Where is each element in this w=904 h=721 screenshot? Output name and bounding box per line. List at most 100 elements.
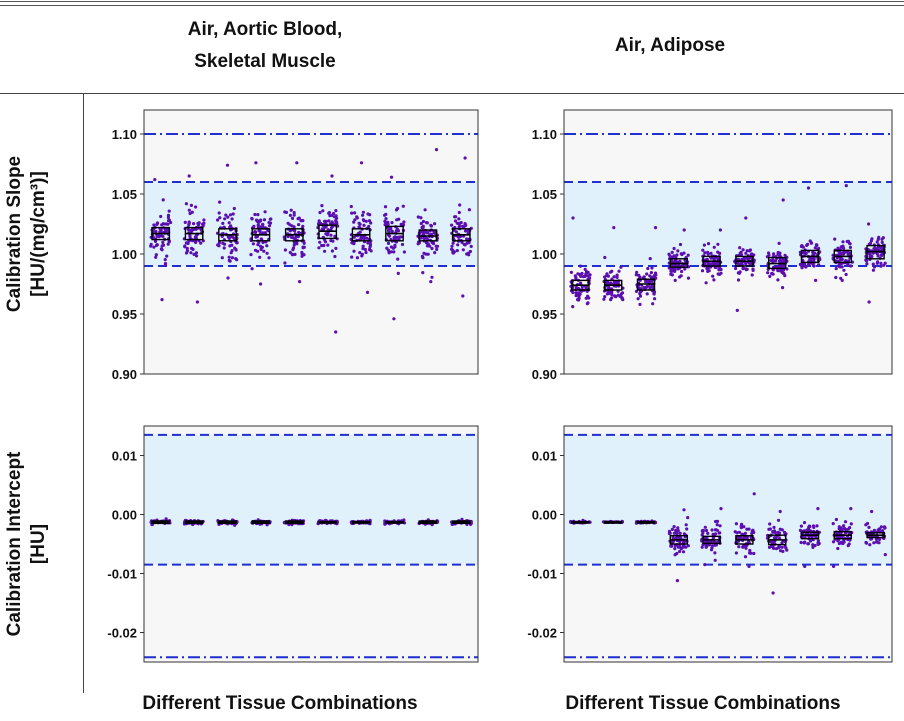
data-point xyxy=(844,184,848,188)
data-point xyxy=(648,274,652,278)
data-point xyxy=(686,516,690,520)
data-point xyxy=(879,264,883,268)
data-point xyxy=(748,249,752,253)
data-point xyxy=(783,544,787,548)
data-point xyxy=(838,251,842,255)
data-point xyxy=(704,281,708,285)
data-point xyxy=(718,251,722,255)
data-point xyxy=(165,254,169,258)
data-point xyxy=(450,244,454,248)
data-point xyxy=(638,275,642,279)
data-point xyxy=(875,540,879,544)
data-point xyxy=(843,520,848,524)
data-point xyxy=(364,250,368,255)
data-point xyxy=(848,245,852,249)
y-tick-label: -0.02 xyxy=(107,626,137,641)
data-point xyxy=(263,231,267,235)
data-point xyxy=(187,174,191,178)
data-point xyxy=(869,255,873,259)
data-point xyxy=(227,258,231,263)
data-point xyxy=(261,240,265,245)
data-point xyxy=(189,251,193,255)
y-tick-label: 0.01 xyxy=(532,449,557,464)
data-point xyxy=(766,271,770,275)
data-point xyxy=(741,545,745,549)
data-point xyxy=(218,216,222,220)
data-point xyxy=(392,250,396,254)
data-point xyxy=(849,507,853,511)
data-point xyxy=(365,290,370,294)
data-point xyxy=(467,208,471,212)
data-point xyxy=(677,264,681,268)
data-point xyxy=(187,223,191,227)
data-point xyxy=(718,524,722,528)
y-tick-label: 0.00 xyxy=(532,508,557,523)
data-point xyxy=(390,229,394,233)
data-point xyxy=(682,251,686,255)
data-point xyxy=(680,269,684,274)
data-point xyxy=(880,247,884,251)
data-point xyxy=(250,267,254,271)
data-point xyxy=(187,208,191,212)
data-point xyxy=(426,242,430,246)
data-point xyxy=(396,206,400,211)
data-point xyxy=(163,261,168,266)
data-point xyxy=(283,248,287,252)
data-point xyxy=(799,540,803,545)
data-point xyxy=(669,267,673,271)
data-point xyxy=(576,291,580,295)
data-point xyxy=(222,225,226,229)
data-point xyxy=(608,270,613,274)
data-point xyxy=(326,243,330,247)
data-point xyxy=(580,285,584,289)
y-tick-label: 1.00 xyxy=(112,247,137,262)
data-point xyxy=(152,245,156,249)
data-point xyxy=(839,257,844,261)
data-point xyxy=(772,529,777,533)
data-point xyxy=(391,246,395,250)
data-point xyxy=(386,222,390,226)
data-point xyxy=(155,222,159,226)
data-point xyxy=(430,246,434,251)
y-tick-label: 0.90 xyxy=(532,367,557,380)
data-point xyxy=(230,256,234,260)
data-point xyxy=(808,524,812,529)
data-point xyxy=(876,260,880,264)
data-point xyxy=(167,240,171,244)
data-point xyxy=(772,525,776,529)
data-point xyxy=(638,292,642,296)
data-point xyxy=(673,267,677,271)
data-point xyxy=(752,530,756,534)
data-point xyxy=(682,540,686,544)
y-tick-label: -0.01 xyxy=(527,567,557,582)
data-point xyxy=(329,233,333,237)
data-point xyxy=(706,269,710,273)
data-point xyxy=(352,220,356,224)
data-point xyxy=(289,208,293,212)
data-point xyxy=(778,527,782,531)
data-point xyxy=(781,198,785,202)
data-point xyxy=(700,545,704,549)
data-point xyxy=(254,235,258,239)
data-point xyxy=(607,290,611,294)
data-point xyxy=(752,492,756,496)
data-point xyxy=(649,271,653,275)
data-point xyxy=(322,219,327,223)
data-point xyxy=(781,286,785,290)
data-point xyxy=(366,212,370,216)
data-point xyxy=(811,543,815,547)
data-point xyxy=(814,278,818,282)
data-point xyxy=(682,508,686,512)
data-point xyxy=(744,251,748,255)
data-point xyxy=(454,230,458,234)
data-point xyxy=(232,206,236,211)
data-point xyxy=(844,259,848,263)
data-point xyxy=(221,241,225,245)
y-tick-label: 1.05 xyxy=(532,187,557,202)
data-point xyxy=(361,247,365,251)
data-point xyxy=(842,268,846,272)
data-point xyxy=(777,241,781,245)
data-point xyxy=(421,224,425,228)
data-point xyxy=(160,298,164,302)
data-point xyxy=(772,536,777,540)
